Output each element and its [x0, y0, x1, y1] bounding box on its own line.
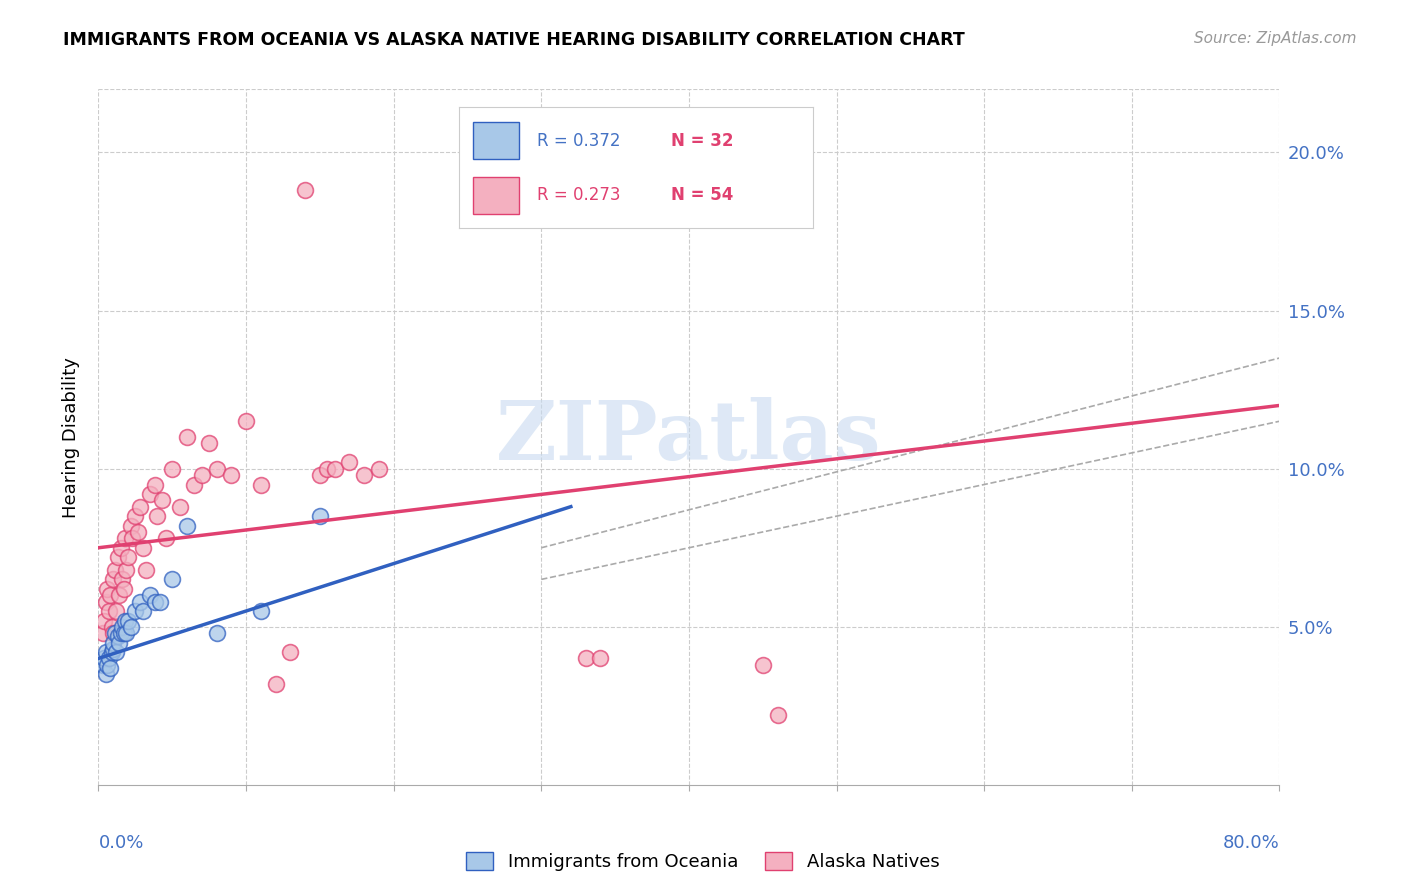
Point	[94, 645, 117, 659]
Point	[100, 645, 122, 659]
Point	[183, 477, 205, 491]
Point	[111, 620, 134, 634]
Y-axis label: Hearing Disability: Hearing Disability	[62, 357, 80, 517]
Point	[766, 708, 789, 723]
Point	[250, 477, 273, 491]
Point	[176, 430, 198, 444]
Point	[205, 461, 228, 475]
Point	[112, 582, 135, 596]
Point	[368, 461, 391, 475]
Point	[219, 468, 242, 483]
Point	[146, 509, 169, 524]
Point	[589, 651, 612, 665]
Point	[93, 614, 115, 628]
Point	[104, 626, 127, 640]
Point	[176, 518, 198, 533]
Point	[110, 541, 132, 555]
Point	[114, 531, 136, 545]
Point	[103, 635, 125, 649]
Point	[108, 635, 131, 649]
Point	[143, 594, 166, 608]
Point	[139, 588, 162, 602]
Point	[135, 563, 157, 577]
Point	[198, 436, 221, 450]
Point	[108, 588, 131, 602]
Point	[111, 573, 134, 587]
Point	[124, 509, 146, 524]
Point	[150, 493, 173, 508]
Point	[128, 594, 150, 608]
Point	[94, 594, 117, 608]
Point	[103, 642, 125, 657]
Text: IMMIGRANTS FROM OCEANIA VS ALASKA NATIVE HEARING DISABILITY CORRELATION CHART: IMMIGRANTS FROM OCEANIA VS ALASKA NATIVE…	[63, 31, 965, 49]
Point	[294, 183, 316, 197]
Point	[309, 468, 332, 483]
Point	[139, 487, 162, 501]
Legend: Immigrants from Oceania, Alaska Natives: Immigrants from Oceania, Alaska Natives	[460, 845, 946, 879]
Point	[309, 509, 332, 524]
Point	[162, 461, 183, 475]
Point	[114, 614, 136, 628]
Point	[323, 461, 346, 475]
Point	[91, 657, 114, 672]
Point	[121, 531, 143, 545]
Point	[162, 573, 183, 587]
Point	[91, 626, 114, 640]
Point	[115, 626, 138, 640]
Point	[103, 626, 125, 640]
Point	[93, 651, 115, 665]
Point	[191, 468, 214, 483]
Point	[117, 614, 139, 628]
Point	[353, 468, 375, 483]
Point	[98, 588, 121, 602]
Point	[110, 626, 132, 640]
Point	[112, 626, 135, 640]
Point	[132, 541, 155, 555]
Point	[120, 620, 142, 634]
Text: 0.0%: 0.0%	[98, 834, 143, 852]
Point	[574, 651, 596, 665]
Point	[235, 414, 257, 428]
Point	[751, 657, 773, 672]
Point	[264, 677, 287, 691]
Point	[105, 604, 128, 618]
Point	[107, 550, 129, 565]
Point	[105, 645, 128, 659]
Point	[96, 657, 118, 672]
Point	[132, 604, 155, 618]
Text: ZIPatlas: ZIPatlas	[496, 397, 882, 477]
Point	[117, 550, 139, 565]
Point	[278, 645, 302, 659]
Point	[103, 573, 125, 587]
Point	[97, 651, 120, 665]
Point	[169, 500, 191, 514]
Point	[100, 620, 122, 634]
Point	[127, 524, 149, 539]
Point	[98, 661, 121, 675]
Point	[339, 455, 360, 469]
Point	[149, 594, 172, 608]
Point	[115, 563, 138, 577]
Point	[128, 500, 150, 514]
Point	[155, 531, 177, 545]
Point	[316, 461, 339, 475]
Point	[96, 582, 118, 596]
Point	[205, 626, 228, 640]
Text: Source: ZipAtlas.com: Source: ZipAtlas.com	[1194, 31, 1357, 46]
Point	[120, 518, 142, 533]
Point	[94, 667, 117, 681]
Point	[143, 477, 166, 491]
Point	[97, 604, 120, 618]
Point	[124, 604, 146, 618]
Text: 80.0%: 80.0%	[1223, 834, 1279, 852]
Point	[107, 629, 129, 643]
Point	[104, 563, 127, 577]
Point	[250, 604, 273, 618]
